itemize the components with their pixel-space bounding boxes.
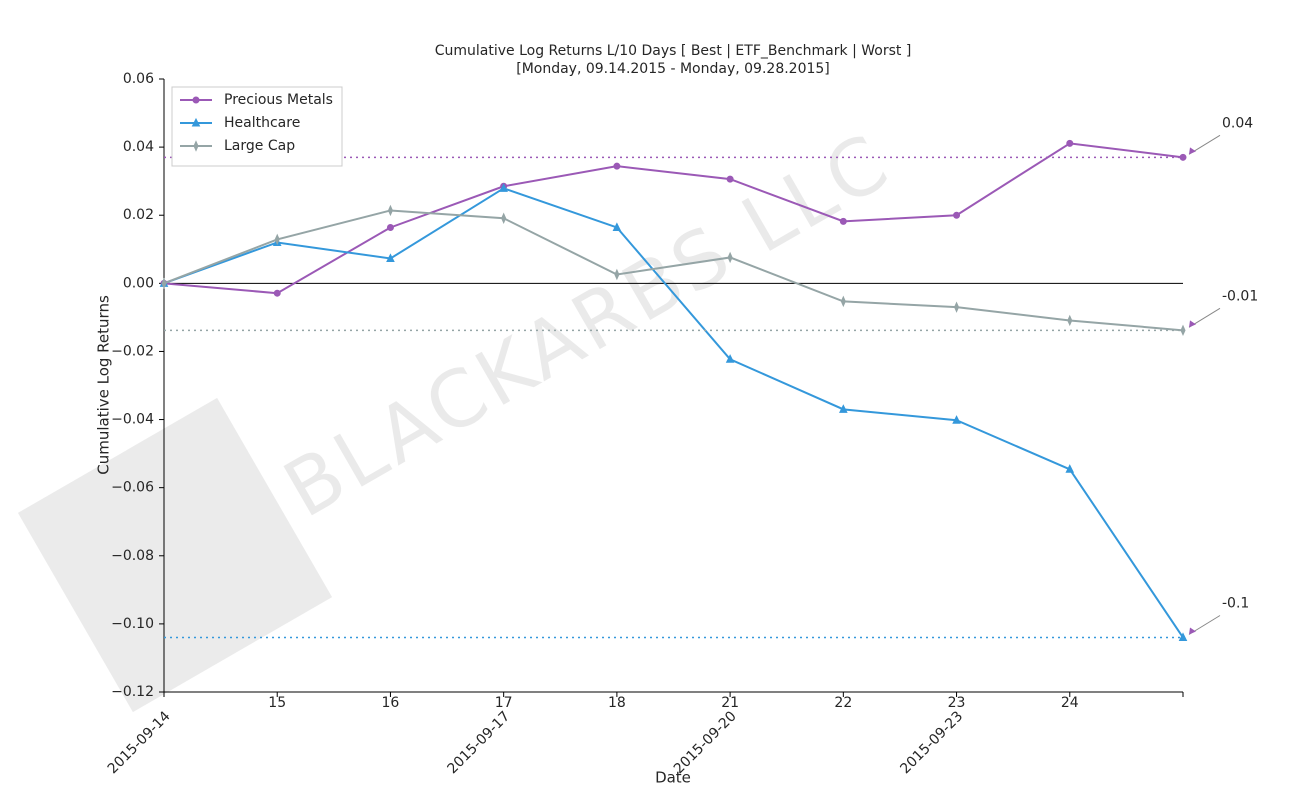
annotation-arrowhead: [1189, 320, 1196, 328]
x-major-label: 2015-09-20: [671, 708, 740, 777]
point: [954, 301, 960, 313]
annotation-arrowhead: [1189, 627, 1196, 635]
x-tick-label: 15: [268, 695, 286, 711]
point: [839, 404, 848, 413]
chart-subtitle: [Monday, 09.14.2015 - Monday, 09.28.2015…: [516, 61, 830, 77]
series-line: [163, 142, 1184, 295]
x-major-label: 2015-09-23: [897, 708, 966, 777]
point: [725, 354, 735, 363]
point: [386, 223, 394, 231]
y-tick-label: −0.10: [111, 616, 154, 632]
point: [1066, 139, 1074, 147]
x-tick-label: 24: [1061, 695, 1079, 711]
x-tick-label: 23: [948, 695, 966, 711]
x-tick-label: 17: [495, 695, 513, 711]
logo-watermark: [17, 397, 333, 713]
series: -0.1: [159, 183, 1249, 642]
y-tick-label: 0.00: [123, 275, 154, 291]
point: [273, 289, 281, 297]
x-axis-label: Date: [655, 769, 691, 787]
point: [387, 204, 393, 217]
point: [840, 295, 846, 308]
y-tick-label: 0.02: [123, 207, 154, 223]
point: [953, 211, 961, 219]
point: [1179, 153, 1187, 161]
point: [726, 175, 734, 183]
y-tick-label: −0.06: [111, 480, 154, 496]
watermark: BLACKARBS LLC: [270, 117, 906, 536]
annotation: -0.1: [1222, 596, 1249, 612]
y-tick-label: −0.04: [111, 412, 154, 428]
point: [613, 162, 621, 170]
point: [614, 268, 620, 281]
annotation: 0.04: [1222, 115, 1253, 131]
x-major-label: 2015-09-14: [105, 708, 174, 777]
point: [192, 96, 200, 104]
series-line: [163, 209, 1184, 332]
point: [499, 183, 508, 192]
point: [191, 117, 201, 127]
point: [274, 233, 280, 246]
x-tick-label: 16: [382, 695, 400, 711]
point: [952, 415, 961, 424]
legend-label: Precious Metals: [224, 92, 333, 108]
chart-title: Cumulative Log Returns L/10 Days [ Best …: [435, 43, 912, 59]
x-tick-label: 22: [834, 695, 852, 711]
point: [727, 251, 733, 264]
point: [501, 212, 507, 225]
point: [193, 140, 199, 152]
annotation-arrowhead: [1189, 147, 1196, 155]
point: [1178, 632, 1188, 642]
point: [1067, 314, 1073, 327]
y-axis-label: Cumulative Log Returns: [95, 295, 113, 475]
point: [839, 217, 847, 225]
y-tick-label: −0.02: [111, 343, 154, 359]
point: [1065, 464, 1075, 473]
x-tick-label: 21: [721, 695, 739, 711]
x-tick-label: 18: [608, 695, 626, 711]
annotation: -0.01: [1222, 288, 1258, 304]
point: [161, 277, 167, 290]
y-tick-label: −0.08: [111, 548, 154, 564]
y-tick-label: −0.12: [111, 684, 154, 700]
y-tick-label: 0.04: [123, 139, 154, 155]
y-tick-label: 0.06: [123, 71, 154, 87]
point: [386, 253, 395, 262]
point: [612, 222, 622, 231]
series: -0.01: [161, 204, 1258, 337]
point: [1180, 324, 1186, 337]
series-line: [163, 187, 1184, 639]
legend-label: Healthcare: [224, 115, 300, 131]
x-major-label: 2015-09-17: [444, 708, 513, 777]
legend-label: Large Cap: [224, 138, 295, 154]
